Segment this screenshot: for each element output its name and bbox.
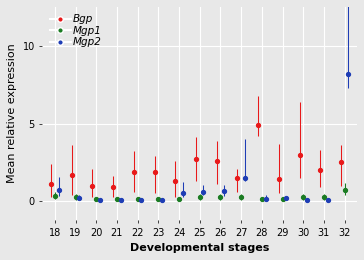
Y-axis label: Mean relative expression: Mean relative expression [7, 43, 17, 183]
Legend: Bgp, Mgp1, Mgp2: Bgp, Mgp1, Mgp2 [48, 12, 103, 49]
X-axis label: Developmental stages: Developmental stages [130, 243, 269, 253]
